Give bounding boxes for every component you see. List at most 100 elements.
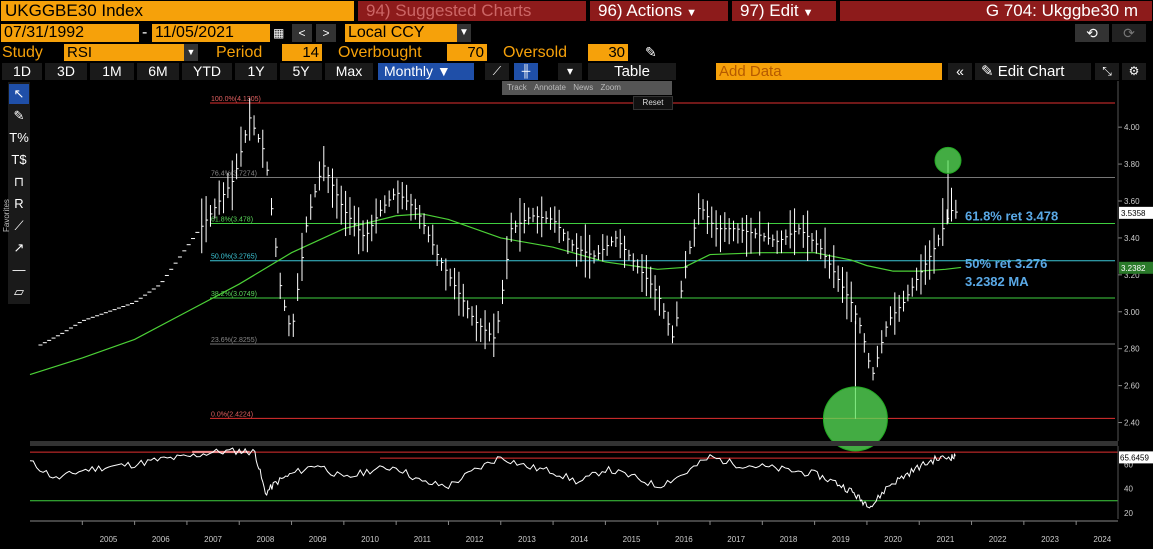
bracket-tool-icon[interactable]: ⊓ xyxy=(13,174,25,189)
x-tick-label: 2024 xyxy=(1093,535,1111,544)
track-tool[interactable]: Track xyxy=(507,83,527,92)
overbought-input[interactable]: 70 xyxy=(447,44,487,61)
security-ticker-field[interactable]: UKGGBE30 Index xyxy=(1,1,354,21)
x-tick-label: 2014 xyxy=(570,535,588,544)
x-axis: 2005 2006 2007 2008 2009 2010 2011 2012 2013 2014… xyxy=(30,520,1118,544)
ma-value-tag xyxy=(1119,261,1153,274)
x-tick-label: 2011 xyxy=(414,535,432,544)
timeframe-6m[interactable]: 6M xyxy=(137,63,179,80)
bar-chart-icon[interactable]: ╫ xyxy=(514,63,538,80)
calendar-icon[interactable]: ▦ xyxy=(273,26,285,40)
frequency-label: Monthly xyxy=(384,63,434,79)
suggested-charts-menu[interactable]: 94) Suggested Charts xyxy=(358,1,586,21)
x-tick-label: 2005 xyxy=(100,535,118,544)
chevron-down-icon: ▼ xyxy=(802,7,814,19)
channel-tool-icon[interactable]: ▱ xyxy=(14,284,24,299)
timeframe-1m[interactable]: 1M xyxy=(90,63,134,80)
chevron-down-icon[interactable]: ▾ xyxy=(558,63,582,80)
y-tick-label: 3.00 xyxy=(1124,308,1140,317)
fib-level-label: 38.2%(3.0749) xyxy=(211,291,257,298)
chevron-down-icon[interactable]: ▼ xyxy=(184,44,198,61)
study-bar: Study RSI ▼ Period 14 Overbought 70 Over… xyxy=(0,43,1153,62)
timeframe-max[interactable]: Max xyxy=(325,63,373,80)
fibonacci-retracement[interactable]: 100.0%(4.1305) 76.4%(3.7274) 61.8%(3.478) 5… xyxy=(210,96,1115,419)
y-tick-label: 3.80 xyxy=(1124,160,1140,169)
title-bar: UKGGBE30 Index 94) Suggested Charts 96) … xyxy=(0,0,1153,22)
x-tick-label: 2016 xyxy=(675,535,693,544)
x-tick-label: 2012 xyxy=(466,535,484,544)
horizontal-line-icon[interactable]: — xyxy=(12,262,26,277)
zoom-tool[interactable]: Zoom xyxy=(600,83,621,92)
percent-tool-icon[interactable]: T% xyxy=(9,130,29,145)
fib-level-label: 100.0%(4.1305) xyxy=(211,96,261,103)
drawing-toolbar: ↖ ✎ T% T$ ⊓ R ⟋ ↗ — ▱ xyxy=(8,82,30,304)
frequency-select[interactable]: Monthly ▼ xyxy=(378,63,474,80)
x-tick-label: 2023 xyxy=(1041,535,1059,544)
actions-menu[interactable]: 96) Actions ▼ xyxy=(590,1,728,21)
redo-button[interactable]: ⟳ xyxy=(1112,24,1146,42)
annotate-tool[interactable]: Annotate xyxy=(533,83,566,92)
pen-icon[interactable]: ✎ xyxy=(645,44,657,60)
x-tick-label: 2009 xyxy=(309,535,327,544)
overbought-label: Overbought xyxy=(338,44,422,61)
chart-title: G 704: Ukggbe30 m xyxy=(840,1,1152,21)
fib-level-label: 50.0%(3.2765) xyxy=(211,254,257,261)
annotation-label: 3.2382 MA xyxy=(965,274,1029,289)
rsi-tick-label: 60 xyxy=(1124,460,1133,469)
dollar-tool-icon[interactable]: T$ xyxy=(11,152,27,167)
panel-divider[interactable] xyxy=(30,441,1118,446)
price-chart[interactable]: 100.0%(4.1305) 76.4%(3.7274) 61.8%(3.478) 5… xyxy=(0,81,1153,549)
low-highlight-circle xyxy=(822,386,888,452)
timeframe-5y[interactable]: 5Y xyxy=(280,63,322,80)
oversold-input[interactable]: 30 xyxy=(588,44,628,61)
y-tick-label: 2.80 xyxy=(1124,345,1140,354)
table-button[interactable]: Table xyxy=(588,63,676,80)
rsi-panel: 60 40 20 65.6459 xyxy=(29,446,1153,519)
study-select[interactable]: RSI xyxy=(64,44,184,61)
period-input[interactable]: 14 xyxy=(282,44,322,61)
timeframe-1d[interactable]: 1D xyxy=(2,63,42,80)
timeframe-ytd[interactable]: YTD xyxy=(182,63,232,80)
annotations: 61.8% ret 3.478 50% ret 3.276 3.2382 MA xyxy=(965,209,1058,289)
line-chart-icon[interactable]: ⟋ xyxy=(485,63,509,80)
pencil-icon[interactable]: ✎ xyxy=(13,108,25,123)
edit-chart-button[interactable]: ✎ Edit Chart xyxy=(975,63,1091,80)
add-data-input[interactable]: Add Data xyxy=(716,63,942,80)
timeframe-3d[interactable]: 3D xyxy=(45,63,87,80)
timeframe-1y[interactable]: 1Y xyxy=(235,63,277,80)
highlight-circles xyxy=(822,146,962,452)
annotation-label: 50% ret 3.276 xyxy=(965,256,1047,271)
fibonacci-tool-icon[interactable]: R xyxy=(14,196,24,211)
resize-icon[interactable]: ⤡ xyxy=(1095,63,1119,80)
x-tick-label: 2008 xyxy=(256,535,274,544)
x-tick-label: 2022 xyxy=(989,535,1007,544)
chevron-down-icon: ▼ xyxy=(436,63,451,79)
next-period-button[interactable]: > xyxy=(316,24,336,42)
pointer-icon[interactable]: ↖ xyxy=(9,84,29,104)
currency-select[interactable]: Local CCY xyxy=(345,24,457,42)
pen-icon: ✎ xyxy=(981,63,994,80)
chevron-down-icon[interactable]: ▼ xyxy=(457,24,471,42)
last-price-tag xyxy=(1119,206,1153,219)
period-label: Period xyxy=(216,44,263,61)
undo-button[interactable]: ⟲ xyxy=(1075,24,1109,42)
rsi-overbought-fill xyxy=(192,450,250,454)
x-tick-label: 2018 xyxy=(780,535,798,544)
collapse-icon[interactable]: « xyxy=(948,63,972,80)
prev-period-button[interactable]: < xyxy=(292,24,312,42)
reset-button[interactable]: Reset xyxy=(633,96,673,110)
actions-label: 96) Actions xyxy=(598,1,683,20)
moving-average-line xyxy=(29,213,962,376)
edit-menu[interactable]: 97) Edit ▼ xyxy=(732,1,836,21)
favorites-tab[interactable]: Favorites xyxy=(2,199,11,232)
news-tool[interactable]: News xyxy=(573,83,594,92)
start-date-input[interactable]: 07/31/1992 xyxy=(1,24,139,42)
x-tick-label: 2007 xyxy=(204,535,222,544)
rsi-tick-label: 40 xyxy=(1124,485,1133,494)
rsi-last-value: 65.6459 xyxy=(1120,453,1149,462)
rsi-tick-label: 20 xyxy=(1124,509,1133,518)
ray-tool-icon[interactable]: ↗ xyxy=(13,240,25,255)
end-date-input[interactable]: 11/05/2021 xyxy=(152,24,270,42)
gear-icon[interactable]: ⚙ xyxy=(1122,63,1146,80)
trendline-tool-icon[interactable]: ⟋ xyxy=(14,218,24,233)
